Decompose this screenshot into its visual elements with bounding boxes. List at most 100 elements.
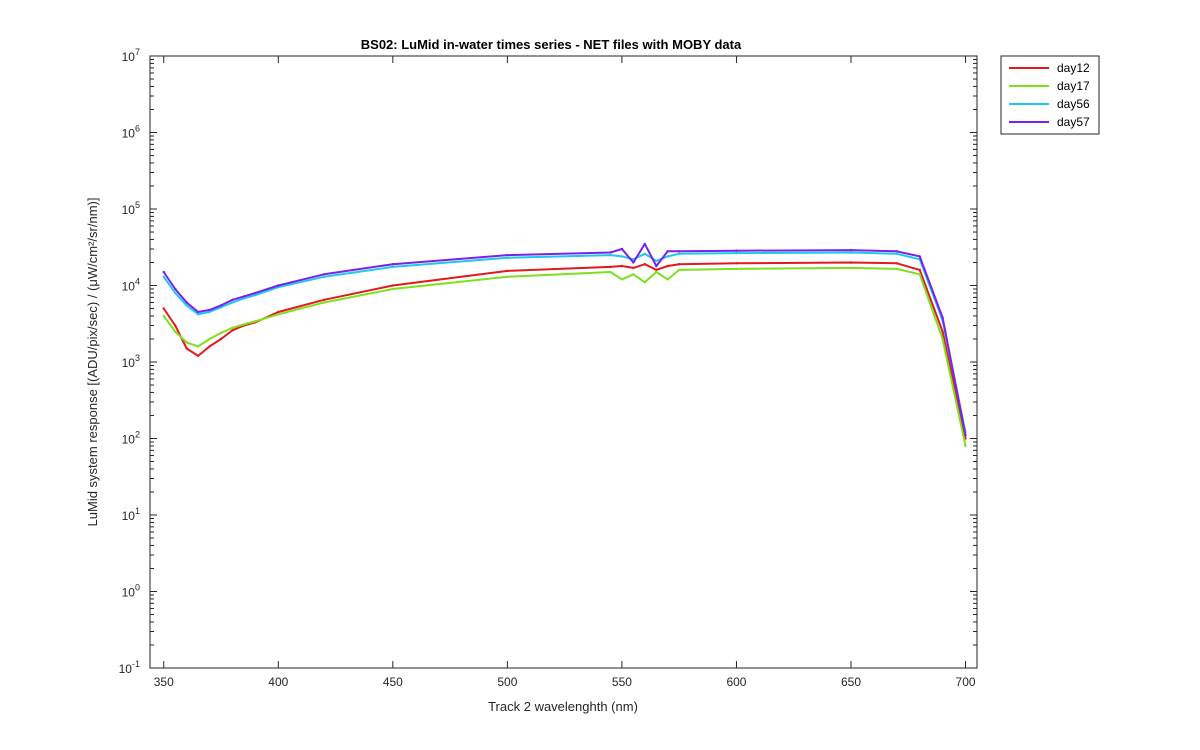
data-point-day12 [941,330,944,333]
data-point-day17 [918,273,921,276]
data-point-day12 [322,298,326,301]
data-point-day57 [174,287,177,291]
data-point-day57 [254,291,257,295]
y-tick-label: 106 [122,124,140,141]
data-point-day56 [231,301,234,304]
data-point-day56 [620,255,624,258]
data-point-day57 [964,434,967,437]
data-point-day57 [895,250,898,253]
data-point-day17 [185,341,188,344]
data-point-day17 [322,301,326,304]
data-point-day12 [609,265,612,269]
data-point-day12 [277,310,280,314]
data-point-day12 [391,284,394,287]
data-point-day57 [643,242,646,246]
data-point-day57 [185,301,188,304]
data-point-day17 [666,278,669,281]
data-point-day56 [655,259,658,263]
x-tick-label: 400 [268,675,288,689]
data-point-day56 [643,252,646,255]
data-point-day17 [506,275,509,278]
data-point-day17 [196,345,200,348]
legend: day12 day17 day56 day57 [1000,55,1100,135]
data-point-day12 [655,268,658,272]
y-tick-label: 107 [122,47,140,64]
data-point-day57 [242,295,246,298]
data-point-day57 [322,273,326,276]
data-point-day17 [174,330,177,333]
data-point-day17 [254,320,257,323]
data-point-day56 [185,304,188,307]
data-point-day12 [632,266,635,270]
data-point-day56 [609,253,612,257]
data-point-day57 [620,247,624,251]
x-tick-label: 700 [956,675,976,689]
x-tick-label: 550 [612,675,632,689]
data-point-day12 [162,307,165,310]
data-point-day17 [231,326,234,329]
data-point-day56 [254,293,257,297]
data-point-day56 [678,252,681,255]
data-point-day12 [643,263,646,266]
data-point-day56 [666,255,669,258]
data-point-day57 [506,253,509,257]
y-axis: 10-1 100 101 102 103 104 105 106 107 [119,47,977,676]
data-point-day57 [219,304,223,307]
series-line-day57 [162,242,967,436]
legend-label-day12: day12 [1057,61,1090,75]
data-point-day17 [655,270,658,274]
data-point-day12 [918,268,921,272]
data-point-day56 [174,291,177,295]
y-tick-label: 105 [122,200,140,217]
data-point-day12 [506,269,509,273]
data-point-day57 [735,249,738,252]
chart-title: BS02: LuMid in-water times series - NET … [361,37,742,52]
data-point-day17 [895,267,898,271]
x-tick-label: 650 [841,675,861,689]
y-tick-label: 103 [122,353,140,370]
data-point-day17 [242,323,246,326]
x-axis-label: Track 2 wavelenghth (nm) [488,699,638,714]
series-line-day12 [162,261,967,439]
data-point-day17 [678,268,681,272]
data-point-day57 [632,261,635,264]
legend-label-day56: day56 [1057,97,1090,111]
data-point-day17 [735,267,738,271]
data-point-day57 [678,250,681,253]
data-point-day17 [219,331,223,335]
series-line-day17 [162,266,967,447]
data-point-day57 [666,250,669,253]
data-point-day17 [620,278,624,281]
data-point-day56 [242,297,246,300]
data-point-day57 [391,263,394,266]
data-point-day17 [643,281,646,284]
data-point-day17 [208,337,211,341]
series-layer [162,242,967,448]
data-point-day57 [918,255,921,258]
data-point-day57 [609,251,612,254]
x-tick-label: 350 [154,675,174,689]
legend-label-day17: day17 [1057,79,1090,93]
data-point-day56 [895,252,898,255]
data-point-day17 [964,444,967,448]
data-point-day12 [678,263,681,266]
data-point-day12 [208,345,211,348]
data-point-day56 [506,256,509,259]
data-point-day56 [196,313,200,316]
data-point-day17 [941,337,944,341]
data-point-day56 [208,310,211,314]
data-point-day57 [208,308,211,312]
x-tick-label: 500 [497,675,517,689]
y-tick-label: 10-1 [119,659,140,676]
data-point-day57 [849,248,853,252]
data-point-day17 [277,313,280,316]
data-point-day57 [655,264,658,268]
data-point-day17 [391,287,394,291]
legend-label-day57: day57 [1057,115,1090,129]
data-point-day17 [162,314,165,318]
data-point-day56 [391,265,394,269]
x-tick-label: 450 [383,675,403,689]
data-point-day12 [849,261,853,264]
x-axis: 350 400 450 500 550 600 650 700 [154,56,976,689]
data-point-day17 [849,266,853,270]
